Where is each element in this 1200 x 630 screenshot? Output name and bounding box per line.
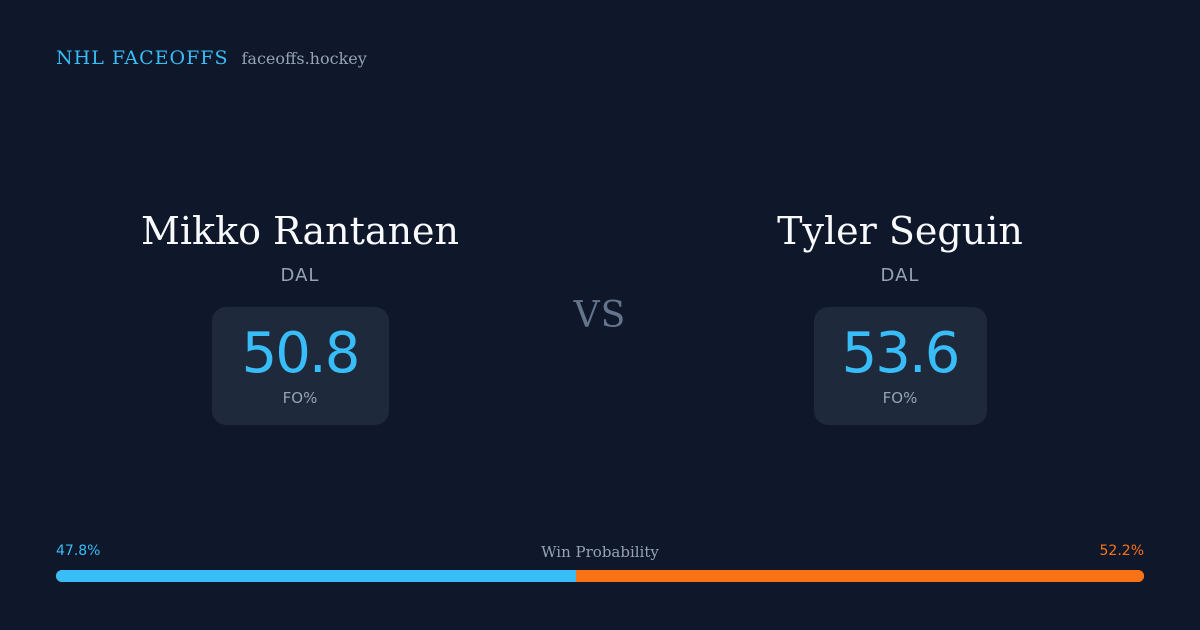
versus-label: VS <box>573 295 627 336</box>
faceoff-percentage-value: 50.8 <box>241 321 361 386</box>
player-name: Tyler Seguin <box>777 209 1023 253</box>
site-domain[interactable]: faceoffs.hockey <box>241 49 367 68</box>
header: NHL FACEOFFS faceoffs.hockey <box>56 47 367 69</box>
player-card-left: Mikko Rantanen DAL 50.8 FO% <box>100 205 500 425</box>
right-probability-fill <box>576 570 1144 582</box>
team-label: DAL <box>280 265 320 286</box>
left-probability-label: 47.8% <box>56 543 101 559</box>
stat-card: 50.8 FO% <box>211 307 389 425</box>
right-probability-label: 52.2% <box>1099 543 1144 559</box>
brand-title[interactable]: NHL FACEOFFS <box>56 47 229 69</box>
stat-card: 53.6 FO% <box>813 307 987 425</box>
faceoff-percentage-label: FO% <box>882 389 918 407</box>
left-probability-fill <box>56 570 577 582</box>
win-probability-labels: 47.8% Win Probability 52.2% <box>56 543 1144 563</box>
win-probability-title: Win Probability <box>541 543 659 561</box>
team-label: DAL <box>880 265 920 286</box>
faceoff-percentage-label: FO% <box>282 389 318 407</box>
player-name: Mikko Rantanen <box>140 209 460 253</box>
win-probability-bar <box>56 570 1144 582</box>
faceoff-percentage-value: 53.6 <box>841 321 961 386</box>
player-card-right: Tyler Seguin DAL 53.6 FO% <box>700 205 1100 425</box>
